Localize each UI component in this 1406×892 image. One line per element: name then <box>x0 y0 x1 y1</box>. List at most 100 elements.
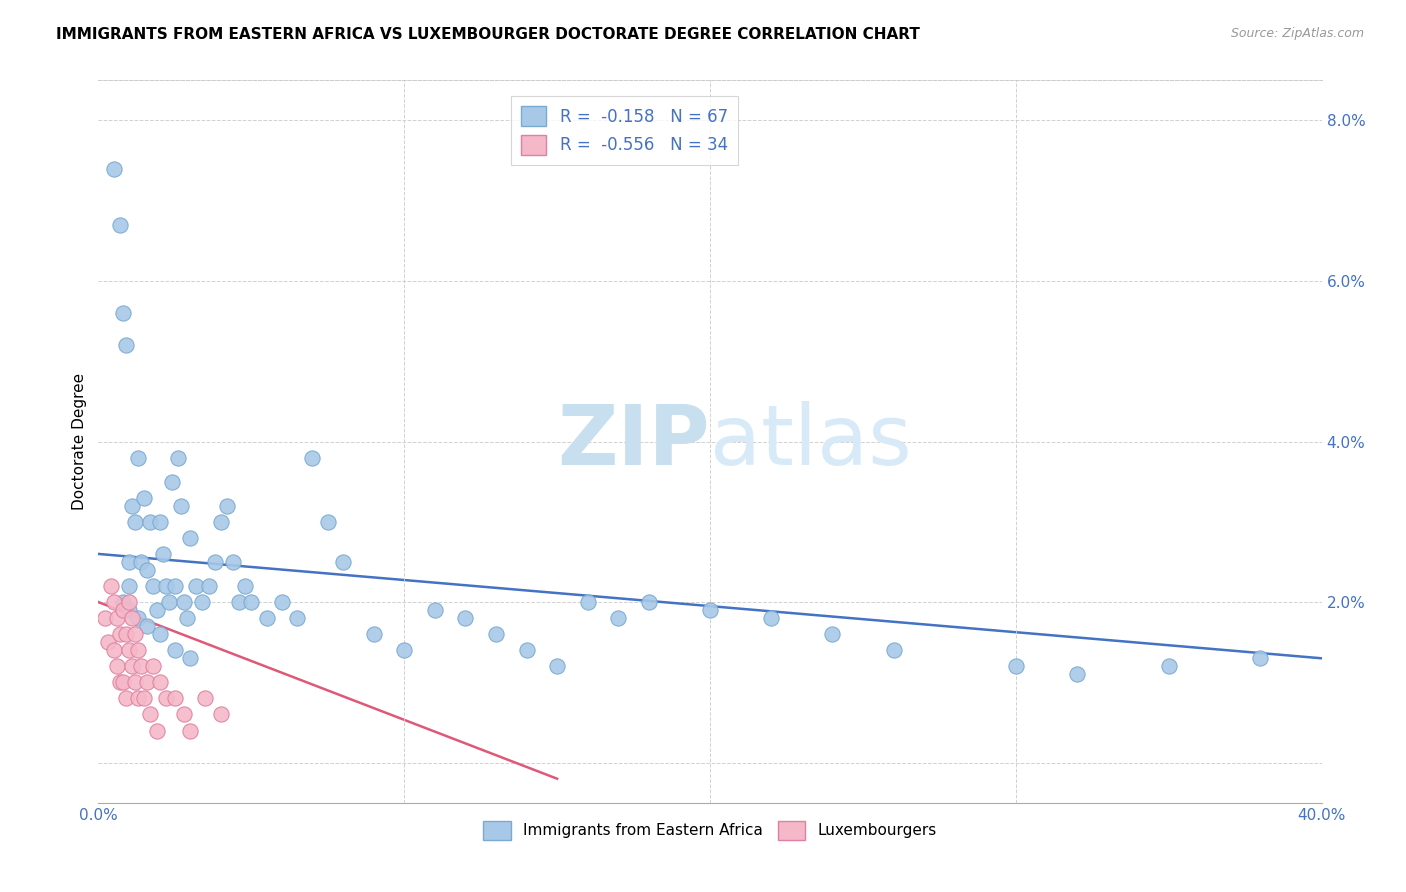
Point <box>576 595 599 609</box>
Point <box>316 515 339 529</box>
Point <box>134 491 156 505</box>
Point <box>139 707 162 722</box>
Point <box>170 499 193 513</box>
Point <box>215 499 238 513</box>
Point <box>103 643 125 657</box>
Point <box>142 579 165 593</box>
Point <box>105 659 128 673</box>
Point <box>179 531 201 545</box>
Point <box>145 723 167 738</box>
Point <box>124 515 146 529</box>
Point <box>121 659 143 673</box>
Point <box>136 563 159 577</box>
Point <box>194 691 217 706</box>
Y-axis label: Doctorate Degree: Doctorate Degree <box>72 373 87 510</box>
Point <box>179 723 201 738</box>
Point <box>105 611 128 625</box>
Point <box>118 643 141 657</box>
Point <box>118 603 141 617</box>
Point <box>204 555 226 569</box>
Point <box>454 611 477 625</box>
Point <box>363 627 385 641</box>
Point <box>152 547 174 561</box>
Point <box>142 659 165 673</box>
Point <box>129 555 152 569</box>
Point <box>301 450 323 465</box>
Point <box>423 603 446 617</box>
Point <box>392 643 416 657</box>
Point <box>759 611 782 625</box>
Point <box>637 595 661 609</box>
Point <box>121 499 143 513</box>
Point <box>118 555 141 569</box>
Point <box>173 595 195 609</box>
Point <box>233 579 256 593</box>
Point <box>111 595 134 609</box>
Point <box>163 643 186 657</box>
Point <box>160 475 183 489</box>
Point <box>228 595 250 609</box>
Point <box>1066 667 1088 681</box>
Legend: Immigrants from Eastern Africa, Luxembourgers: Immigrants from Eastern Africa, Luxembou… <box>477 815 943 846</box>
Point <box>186 579 208 593</box>
Point <box>136 619 159 633</box>
Point <box>163 691 186 706</box>
Point <box>127 643 149 657</box>
Point <box>256 611 278 625</box>
Point <box>111 603 134 617</box>
Point <box>145 603 167 617</box>
Point <box>222 555 245 569</box>
Point <box>209 515 232 529</box>
Point <box>176 611 198 625</box>
Point <box>270 595 292 609</box>
Point <box>103 161 125 176</box>
Point <box>173 707 195 722</box>
Point <box>127 611 149 625</box>
Point <box>103 595 125 609</box>
Point <box>124 675 146 690</box>
Point <box>546 659 568 673</box>
Point <box>285 611 308 625</box>
Text: atlas: atlas <box>710 401 911 482</box>
Point <box>155 691 177 706</box>
Point <box>1004 659 1026 673</box>
Point <box>197 579 219 593</box>
Point <box>883 643 905 657</box>
Point <box>332 555 354 569</box>
Point <box>108 218 131 232</box>
Point <box>136 675 159 690</box>
Point <box>97 635 120 649</box>
Point <box>149 675 172 690</box>
Point <box>485 627 508 641</box>
Point <box>93 611 115 625</box>
Point <box>108 675 131 690</box>
Text: ZIP: ZIP <box>558 401 710 482</box>
Point <box>115 627 138 641</box>
Point <box>699 603 721 617</box>
Point <box>100 579 122 593</box>
Point <box>127 450 149 465</box>
Point <box>821 627 844 641</box>
Point <box>115 691 138 706</box>
Point <box>167 450 190 465</box>
Point <box>163 579 186 593</box>
Point <box>124 627 146 641</box>
Point <box>155 579 177 593</box>
Point <box>134 691 156 706</box>
Text: Source: ZipAtlas.com: Source: ZipAtlas.com <box>1230 27 1364 40</box>
Text: IMMIGRANTS FROM EASTERN AFRICA VS LUXEMBOURGER DOCTORATE DEGREE CORRELATION CHAR: IMMIGRANTS FROM EASTERN AFRICA VS LUXEMB… <box>56 27 920 42</box>
Point <box>108 627 131 641</box>
Point <box>1249 651 1271 665</box>
Point <box>157 595 180 609</box>
Point <box>149 515 172 529</box>
Point <box>179 651 201 665</box>
Point <box>607 611 630 625</box>
Point <box>111 675 134 690</box>
Point <box>127 691 149 706</box>
Point <box>191 595 214 609</box>
Point <box>129 659 152 673</box>
Point <box>118 595 141 609</box>
Point <box>121 611 143 625</box>
Point <box>139 515 162 529</box>
Point <box>111 306 134 320</box>
